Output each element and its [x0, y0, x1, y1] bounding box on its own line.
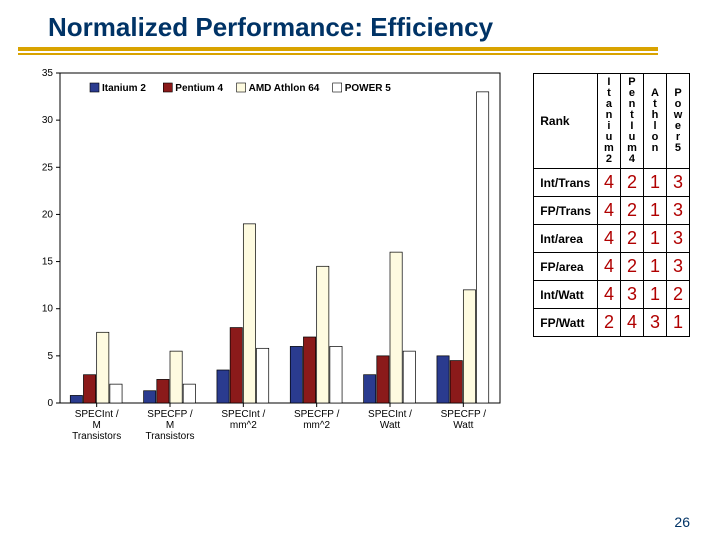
svg-text:SPECFP /: SPECFP /: [294, 409, 340, 420]
efficiency-chart: 05101520253035SPECInt /MTransistorsSPECF…: [18, 61, 518, 471]
rank-col-power5: Power5: [666, 74, 689, 169]
page-number: 26: [674, 514, 690, 530]
svg-text:AMD Athlon 64: AMD Athlon 64: [249, 83, 320, 94]
rank-cell: 1: [643, 169, 666, 197]
svg-text:POWER 5: POWER 5: [345, 83, 392, 94]
row-label: FP/Watt: [534, 309, 598, 337]
content-area: 05101520253035SPECInt /MTransistorsSPECF…: [18, 61, 702, 481]
rank-cell: 4: [597, 281, 620, 309]
svg-text:SPECFP /: SPECFP /: [147, 409, 193, 420]
table-row: FP/Trans4213: [534, 197, 690, 225]
svg-text:Watt: Watt: [453, 420, 473, 431]
rank-col-athlon: Athlon: [643, 74, 666, 169]
svg-text:SPECInt /: SPECInt /: [221, 409, 265, 420]
svg-text:SPECFP /: SPECFP /: [441, 409, 487, 420]
svg-text:10: 10: [42, 304, 54, 315]
svg-text:25: 25: [42, 162, 54, 173]
svg-text:0: 0: [47, 398, 53, 409]
svg-text:5: 5: [47, 351, 53, 362]
rank-cell: 3: [666, 225, 689, 253]
svg-text:mm^2: mm^2: [230, 420, 257, 431]
rank-cell: 2: [620, 225, 643, 253]
svg-text:M: M: [166, 420, 174, 431]
svg-text:30: 30: [42, 115, 54, 126]
table-row: Int/Trans4213: [534, 169, 690, 197]
table-row: Int/Watt4312: [534, 281, 690, 309]
rank-corner: Rank: [534, 74, 598, 169]
rank-cell: 3: [666, 169, 689, 197]
rank-cell: 3: [643, 309, 666, 337]
rank-cell: 1: [643, 281, 666, 309]
rank-cell: 1: [666, 309, 689, 337]
rank-cell: 2: [597, 309, 620, 337]
table-row: FP/area4213: [534, 253, 690, 281]
row-label: Int/Trans: [534, 169, 598, 197]
title-underline: [18, 47, 702, 55]
rank-cell: 2: [620, 169, 643, 197]
svg-text:SPECInt /: SPECInt /: [75, 409, 119, 420]
rank-cell: 4: [597, 253, 620, 281]
rank-cell: 1: [643, 197, 666, 225]
rank-cell: 4: [620, 309, 643, 337]
rank-tbody: Int/Trans4213FP/Trans4213Int/area4213FP/…: [534, 169, 690, 337]
svg-text:35: 35: [42, 68, 54, 79]
rank-cell: 3: [666, 253, 689, 281]
svg-text:20: 20: [42, 209, 54, 220]
svg-text:Itanium 2: Itanium 2: [102, 83, 146, 94]
chart-svg: 05101520253035SPECInt /MTransistorsSPECF…: [18, 61, 518, 471]
table-row: FP/Watt2431: [534, 309, 690, 337]
svg-text:Transistors: Transistors: [72, 431, 121, 442]
rank-cell: 1: [643, 225, 666, 253]
rank-cell: 2: [666, 281, 689, 309]
svg-text:Watt: Watt: [380, 420, 400, 431]
rank-cell: 4: [597, 197, 620, 225]
rank-cell: 2: [620, 197, 643, 225]
rank-cell: 2: [620, 253, 643, 281]
svg-text:SPECInt /: SPECInt /: [368, 409, 412, 420]
svg-text:M: M: [92, 420, 100, 431]
svg-text:15: 15: [42, 257, 54, 268]
rank-cell: 3: [666, 197, 689, 225]
rank-cell: 1: [643, 253, 666, 281]
row-label: FP/Trans: [534, 197, 598, 225]
row-label: Int/area: [534, 225, 598, 253]
svg-text:mm^2: mm^2: [303, 420, 330, 431]
rank-cell: 4: [597, 169, 620, 197]
rank-header-row: Rank Itanium2 PentIum4 Athlon Power5: [534, 74, 690, 169]
rank-cell: 3: [620, 281, 643, 309]
svg-text:Transistors: Transistors: [145, 431, 194, 442]
row-label: FP/area: [534, 253, 598, 281]
table-row: Int/area4213: [534, 225, 690, 253]
svg-text:Pentium 4: Pentium 4: [175, 83, 223, 94]
rank-table: Rank Itanium2 PentIum4 Athlon Power5 Int…: [533, 73, 690, 337]
rank-col-itanium2: Itanium2: [597, 74, 620, 169]
rank-cell: 4: [597, 225, 620, 253]
rank-col-pentium4: PentIum4: [620, 74, 643, 169]
slide: Normalized Performance: Efficiency 0 5 10 1…: [0, 0, 720, 540]
page-title: Normalized Performance: Efficiency: [48, 12, 702, 43]
row-label: Int/Watt: [534, 281, 598, 309]
